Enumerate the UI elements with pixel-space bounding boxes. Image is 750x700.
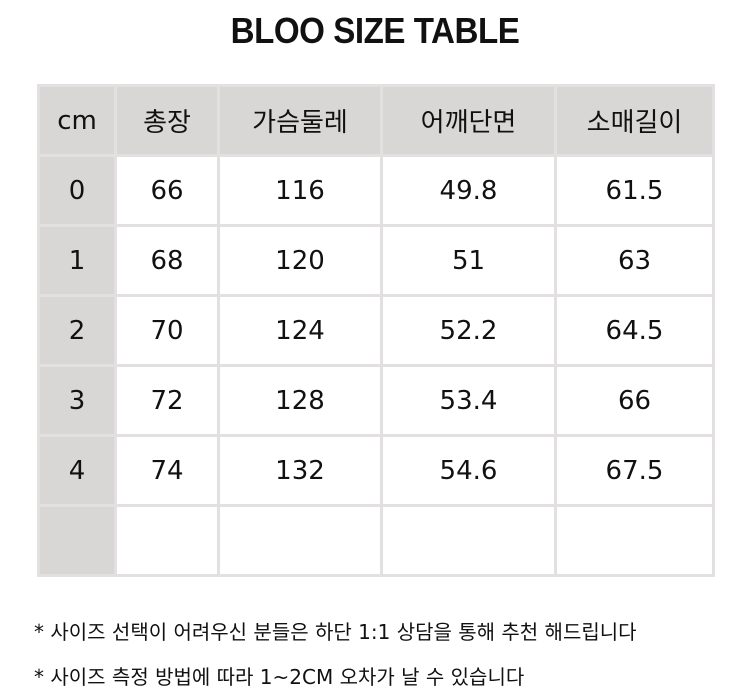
- note-measurement-error: * 사이즈 측정 방법에 따라 1~2CM 오차가 날 수 있습니다: [34, 665, 525, 689]
- size-label-cell: 3: [37, 364, 117, 437]
- table-row: 0 66 116 49.8 61.5: [37, 154, 715, 227]
- page-title: BLOO SIZE TABLE: [230, 10, 520, 51]
- table-cell: [114, 504, 220, 577]
- note-recommendation: * 사이즈 선택이 어려우신 분들은 하단 1:1 상담을 통해 추천 해드립니…: [34, 620, 637, 644]
- table-cell: 128: [217, 364, 383, 437]
- size-label-cell: [37, 504, 117, 577]
- size-table: cm 총장 가슴둘레 어깨단면 소매길이 0 66 116 49.8 61.5 1 68 12…: [37, 84, 715, 577]
- header-sleeve: 소매길이: [554, 84, 715, 157]
- table-cell: 64.5: [554, 294, 715, 367]
- table-row: 1 68 120 51 63: [37, 224, 715, 297]
- size-label-cell: 4: [37, 434, 117, 507]
- table-cell: 68: [114, 224, 220, 297]
- header-row: cm 총장 가슴둘레 어깨단면 소매길이: [37, 84, 715, 157]
- table-cell: 53.4: [380, 364, 557, 437]
- table-cell: 70: [114, 294, 220, 367]
- table-cell: 66: [114, 154, 220, 227]
- size-label-cell: 0: [37, 154, 117, 227]
- table-cell: 132: [217, 434, 383, 507]
- table-cell: 52.2: [380, 294, 557, 367]
- table-cell: 124: [217, 294, 383, 367]
- size-label-cell: 1: [37, 224, 117, 297]
- table-cell: 120: [217, 224, 383, 297]
- table-cell: [554, 504, 715, 577]
- table-cell: 116: [217, 154, 383, 227]
- table-cell: 66: [554, 364, 715, 437]
- table-cell: 72: [114, 364, 220, 437]
- table-cell: [217, 504, 383, 577]
- table-cell: 51: [380, 224, 557, 297]
- table-cell: 54.6: [380, 434, 557, 507]
- header-shoulder: 어깨단면: [380, 84, 557, 157]
- table-row: [37, 504, 715, 577]
- size-label-cell: 2: [37, 294, 117, 367]
- table-cell: 67.5: [554, 434, 715, 507]
- table-row: 2 70 124 52.2 64.5: [37, 294, 715, 367]
- table-cell: 74: [114, 434, 220, 507]
- table-cell: 49.8: [380, 154, 557, 227]
- table-row: 4 74 132 54.6 67.5: [37, 434, 715, 507]
- table-row: 3 72 128 53.4 66: [37, 364, 715, 437]
- header-chest: 가슴둘레: [217, 84, 383, 157]
- table-cell: [380, 504, 557, 577]
- table-cell: 63: [554, 224, 715, 297]
- table-cell: 61.5: [554, 154, 715, 227]
- header-length: 총장: [114, 84, 220, 157]
- header-cm: cm: [37, 84, 117, 157]
